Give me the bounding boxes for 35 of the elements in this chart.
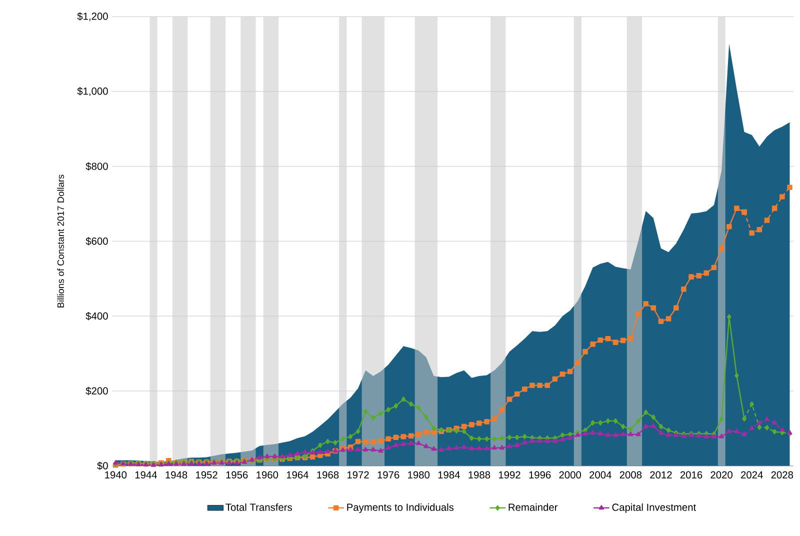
legend-label: Payments to Individuals	[347, 503, 454, 513]
y-axis-title: Billions of Constant 2017 Dollars	[57, 174, 64, 308]
x-tick-label: 1988	[468, 471, 490, 478]
x-tick-label: 1952	[196, 471, 218, 478]
x-tick-label: 1964	[286, 471, 308, 478]
legend-label: Total Transfers	[226, 503, 292, 511]
x-tick-label: 2028	[771, 471, 794, 478]
x-tick-label: 2008	[620, 471, 642, 478]
x-tick-label: 2020	[710, 471, 732, 478]
y-tick-label: $400	[86, 312, 108, 320]
legend-label: Capital Investment	[612, 503, 696, 513]
x-tick-label: 2004	[590, 471, 612, 478]
x-tick-label: 1996	[529, 471, 551, 478]
y-tick-label: $800	[86, 162, 108, 170]
x-tick-label: 2012	[650, 471, 672, 478]
x-tick-label: 2024	[741, 471, 763, 478]
legend-label: Remainder	[508, 503, 558, 511]
y-tick-label: $1,000	[77, 87, 108, 96]
x-tick-label: 1956	[226, 471, 248, 478]
x-tick-label: 1976	[378, 471, 400, 478]
y-tick-label: $600	[86, 237, 108, 246]
x-tick-label: 2000	[559, 471, 582, 478]
x-tick-label: 1968	[317, 471, 339, 478]
x-tick-label: 1984	[438, 471, 460, 478]
x-tick-label: 1960	[256, 471, 278, 478]
x-tick-label: 1992	[498, 471, 520, 478]
y-tick-label: $1,200	[77, 12, 108, 21]
x-tick-label: 1972	[347, 471, 369, 478]
x-tick-label: 1944	[135, 471, 157, 478]
x-tick-label: 1940	[105, 471, 127, 478]
y-tick-label: $200	[86, 386, 108, 395]
x-tick-label: 2016	[680, 471, 702, 478]
y-tick-label: $0	[97, 462, 108, 470]
x-tick-label: 1980	[408, 471, 430, 478]
x-tick-label: 1948	[166, 471, 188, 478]
